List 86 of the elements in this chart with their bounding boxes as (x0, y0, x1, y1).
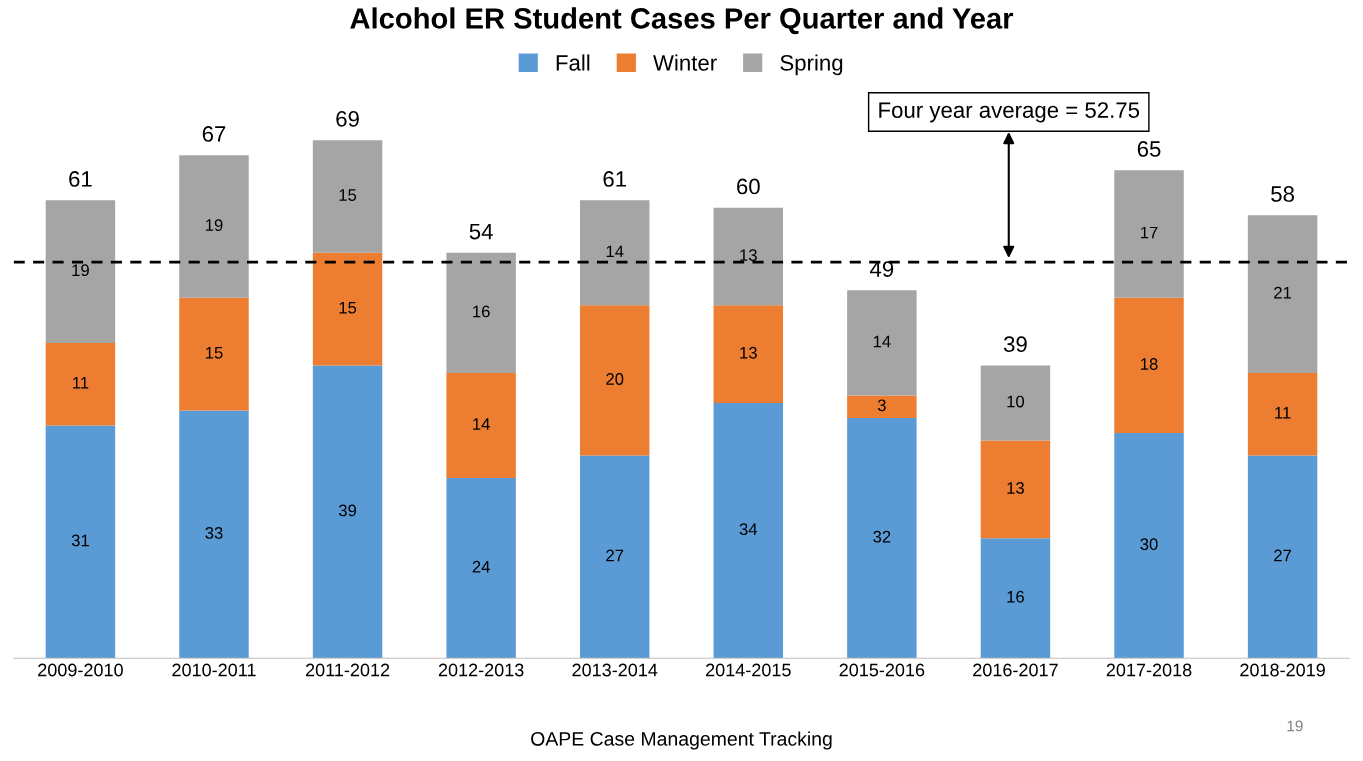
text: OAPE Case Management Tracking (531, 731, 832, 750)
data-label: 18 (1141, 358, 1158, 370)
total-label: 39 (1003, 336, 1027, 353)
bar (713, 305, 784, 403)
data-label: 11 (73, 377, 89, 389)
bar (45, 425, 116, 659)
legend-label: Spring (780, 54, 843, 76)
data-label: 14 (606, 245, 624, 258)
bar (1114, 170, 1184, 298)
bar (312, 252, 383, 366)
bar (713, 402, 784, 659)
data-label: 17 (1141, 226, 1158, 239)
data-label: 14 (873, 335, 891, 348)
bar (1247, 215, 1318, 373)
data-label: 13 (1007, 481, 1024, 494)
bar (1247, 372, 1318, 456)
bar (847, 290, 917, 396)
bar (980, 538, 1051, 659)
bar (179, 297, 249, 411)
bar (179, 410, 249, 659)
x-tick-label: 2017-2018 (1106, 663, 1192, 677)
x-tick-label: 2009-2010 (38, 663, 123, 677)
data-label: 34 (739, 523, 758, 536)
x-tick-label: 2013-2014 (572, 663, 658, 677)
data-label: 33 (205, 527, 223, 539)
data-label: 24 (472, 560, 490, 573)
data-label: 19 (205, 219, 223, 231)
bar (179, 155, 249, 298)
data-label: 3 (877, 399, 886, 412)
data-label: 13 (740, 346, 757, 359)
x-tick-label: 2011-2012 (305, 663, 390, 677)
bar (1114, 433, 1184, 659)
total-label: 58 (1271, 186, 1294, 202)
bar (45, 200, 116, 343)
data-label: 32 (873, 530, 891, 543)
data-label: 13 (740, 249, 757, 262)
bar (312, 140, 383, 253)
data-label: 27 (606, 549, 624, 562)
x-tick-label: 2010-2011 (172, 663, 256, 677)
text: 19 (1287, 720, 1303, 732)
bar (1114, 297, 1184, 434)
total-label: 60 (737, 178, 760, 195)
data-label: 27 (1274, 549, 1292, 562)
total-label: 65 (1137, 141, 1161, 157)
bar (713, 207, 784, 306)
data-label: 30 (1140, 538, 1158, 551)
data-label: 14 (473, 418, 490, 430)
data-label: 39 (338, 504, 357, 517)
legend-label: Fall (556, 54, 590, 71)
x-tick-label: 2014-2015 (706, 663, 791, 677)
bar (847, 417, 917, 659)
total-label: 67 (202, 126, 226, 142)
bar (980, 440, 1051, 539)
bar (579, 455, 650, 659)
bar (980, 365, 1051, 441)
data-label: 15 (339, 189, 357, 201)
data-label: 15 (339, 301, 357, 314)
ref-line-label: Four year average = 52.75 (879, 102, 1140, 123)
x-tick-label: 2012-2013 (438, 663, 524, 677)
legend-label: Winter (653, 54, 717, 71)
bar (847, 395, 917, 418)
data-label: 19 (72, 264, 89, 277)
data-label: 15 (205, 347, 223, 359)
total-label: 54 (469, 223, 493, 240)
x-tick-label: 2018-2019 (1240, 663, 1325, 677)
bar (579, 305, 650, 456)
bar (45, 342, 116, 426)
data-label: 16 (473, 305, 490, 318)
bar (446, 252, 516, 373)
data-label: 21 (1274, 286, 1292, 299)
chart-title: Alcohol ER Student Cases Per Quarter and Year (350, 7, 1014, 35)
data-label: 20 (606, 373, 624, 385)
bar (1247, 455, 1318, 659)
data-label: 31 (71, 534, 89, 547)
data-label: 11 (1275, 407, 1291, 419)
x-tick-label: 2015-2016 (839, 663, 925, 677)
bar (312, 365, 383, 659)
total-label: 61 (603, 171, 626, 187)
bar (446, 372, 516, 479)
total-label: 69 (336, 111, 359, 127)
bar (446, 478, 516, 659)
total-label: 61 (69, 171, 92, 187)
data-label: 10 (1007, 395, 1025, 408)
data-label: 16 (1007, 590, 1024, 603)
x-tick-label: 2016-2017 (973, 663, 1058, 677)
bar (579, 200, 650, 306)
